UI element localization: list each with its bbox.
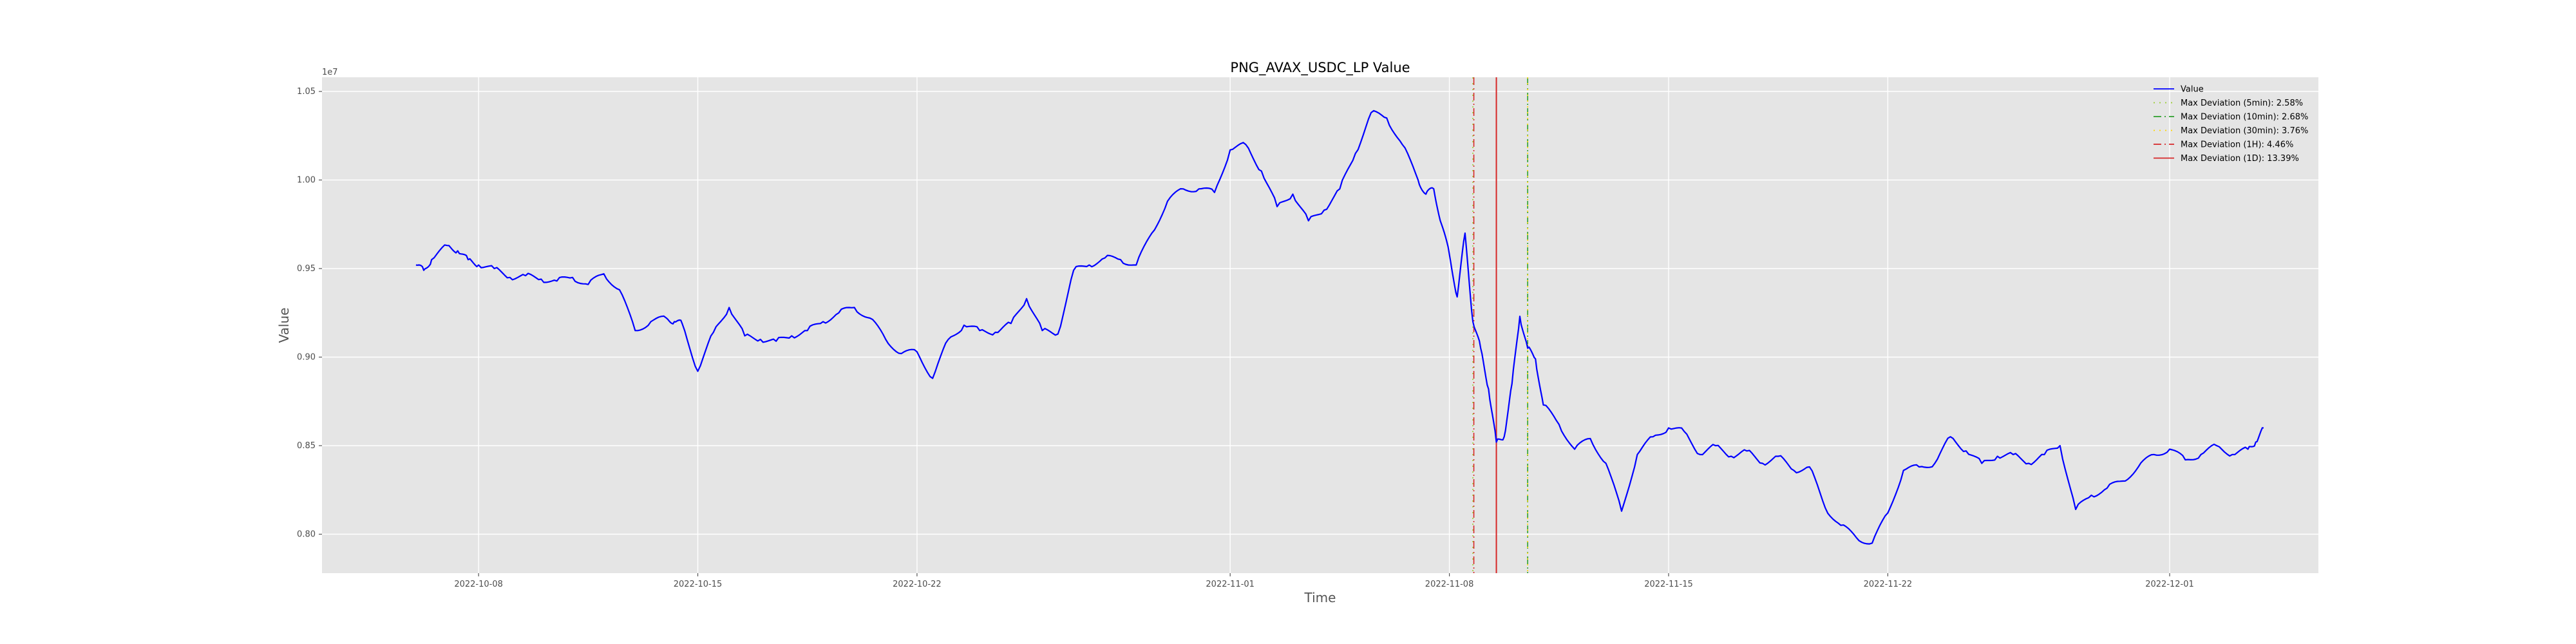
y-tick-label: 0.90 <box>297 353 316 363</box>
legend-label: Max Deviation (5min): 2.58% <box>2181 99 2303 108</box>
legend-label: Max Deviation (10min): 2.68% <box>2181 113 2308 122</box>
legend: Value Max Deviation (5min): 2.58% Max Devi… <box>2154 85 2308 164</box>
x-tick-label: 2022-11-01 <box>1206 580 1255 589</box>
series-line-value <box>415 109 2264 545</box>
grid <box>322 77 2318 573</box>
y-tick-label: 0.80 <box>297 530 316 540</box>
legend-label: Max Deviation (1H): 4.46% <box>2181 140 2293 150</box>
y-axis-ticks: 0.80 0.85 0.90 0.95 1.00 1.05 <box>297 87 322 540</box>
x-tick-label: 2022-11-22 <box>1864 580 1913 589</box>
y-tick-label: 0.95 <box>297 264 316 274</box>
x-tick-label: 2022-11-15 <box>1644 580 1693 589</box>
y-axis-scale-label: 1e7 <box>322 68 338 77</box>
x-axis-ticks: 2022-10-08 2022-10-15 2022-10-22 2022-11-01… <box>454 573 2194 589</box>
legend-label: Max Deviation (1D): 13.39% <box>2181 154 2299 164</box>
x-tick-label: 2022-11-08 <box>1425 580 1474 589</box>
x-tick-label: 2022-10-15 <box>674 580 723 589</box>
x-tick-label: 2022-10-08 <box>454 580 503 589</box>
y-tick-label: 1.05 <box>297 87 316 97</box>
y-axis-label: Value <box>276 308 292 343</box>
y-tick-label: 0.85 <box>297 441 316 451</box>
legend-label: Max Deviation (30min): 3.76% <box>2181 126 2308 136</box>
plot-background <box>322 77 2318 573</box>
x-tick-label: 2022-10-22 <box>893 580 942 589</box>
legend-label: Value <box>2181 85 2204 95</box>
y-tick-label: 1.00 <box>297 176 316 185</box>
x-axis-label: Time <box>1304 590 1336 605</box>
chart-title: PNG_AVAX_USDC_LP Value <box>1230 60 1410 76</box>
x-tick-label: 2022-12-01 <box>2145 580 2194 589</box>
